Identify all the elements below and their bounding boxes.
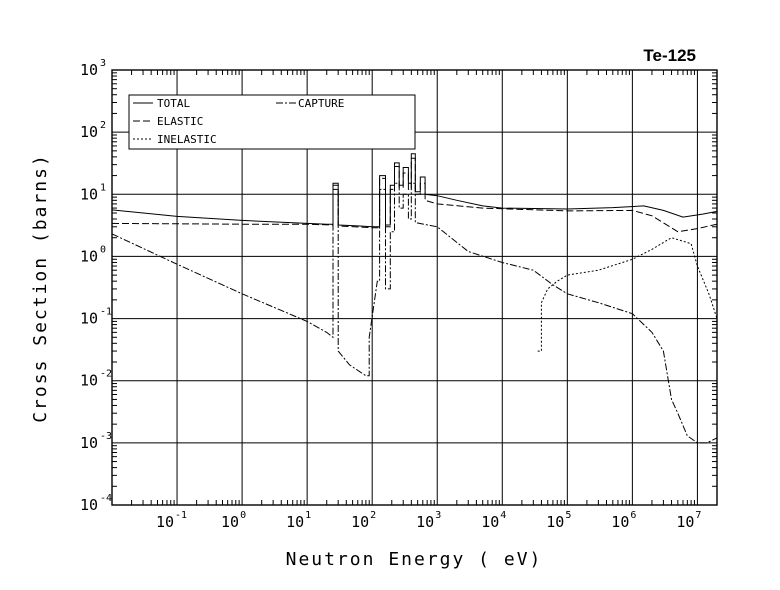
y-tick-exponent: -2 (100, 369, 112, 380)
y-tick-label: 10 (80, 496, 98, 514)
y-tick-label: 10 (80, 123, 98, 141)
series-elastic-line (111, 157, 718, 233)
x-tick-label: 10 (416, 513, 434, 531)
x-tick-label: 10 (481, 513, 499, 531)
x-tick-label: 10 (221, 513, 239, 531)
legend-capture-label: CAPTURE (298, 97, 344, 110)
plot-frame (111, 69, 718, 506)
legend: TOTAL ELASTIC INELASTIC CAPTURE (128, 94, 416, 150)
x-tick-exponent: 6 (630, 510, 636, 521)
x-tick-exponent: 1 (305, 510, 311, 521)
y-axis-title: Cross Section (barns) (30, 153, 51, 423)
y-tick-label: 10 (80, 310, 98, 328)
y-tick-label: 10 (80, 61, 98, 79)
x-tick-exponent: 3 (435, 510, 441, 521)
legend-total-label: TOTAL (157, 97, 190, 110)
x-tick-label: 10 (351, 513, 369, 531)
series-capture-line (111, 182, 718, 444)
tick-labels: 10 -1 10 0 10 1 10 2 10 3 10 4 10 5 10 6 10 7310210110010… (80, 58, 702, 531)
x-tick-exponent: 4 (500, 510, 506, 521)
series-layer (111, 153, 718, 444)
x-tick-exponent: 5 (565, 510, 571, 521)
y-tick-exponent: -3 (100, 431, 112, 442)
x-tick-label: 10 (156, 513, 174, 531)
chart-title: Te-125 (643, 46, 696, 65)
x-tick-label: 10 (286, 513, 304, 531)
y-tick-label: 10 (80, 372, 98, 390)
x-tick-label: 10 (611, 513, 629, 531)
x-axis-title: Neutron Energy ( eV) (286, 549, 543, 570)
y-tick-exponent: 1 (100, 182, 106, 193)
y-tick-exponent: -1 (100, 307, 112, 318)
x-tick-label: 10 (676, 513, 694, 531)
series-inelastic-line (537, 237, 718, 352)
y-tick-label: 10 (80, 434, 98, 452)
grid-layer (112, 70, 717, 505)
x-tick-exponent: -1 (175, 510, 187, 521)
series-total-line (111, 153, 718, 228)
x-tick-exponent: 2 (370, 510, 376, 521)
legend-box (128, 94, 416, 150)
y-tick-label: 10 (80, 185, 98, 203)
legend-inelastic-label: INELASTIC (157, 133, 217, 146)
y-tick-exponent: 0 (100, 244, 106, 255)
y-tick-exponent: 2 (100, 120, 106, 131)
y-tick-exponent: -4 (100, 493, 112, 504)
legend-elastic-label: ELASTIC (157, 115, 203, 128)
x-tick-label: 10 (546, 513, 564, 531)
y-tick-label: 10 (80, 247, 98, 265)
x-tick-exponent: 0 (240, 510, 246, 521)
x-tick-exponent: 7 (695, 510, 701, 521)
minor-ticks (112, 70, 718, 505)
y-tick-exponent: 3 (100, 58, 106, 69)
